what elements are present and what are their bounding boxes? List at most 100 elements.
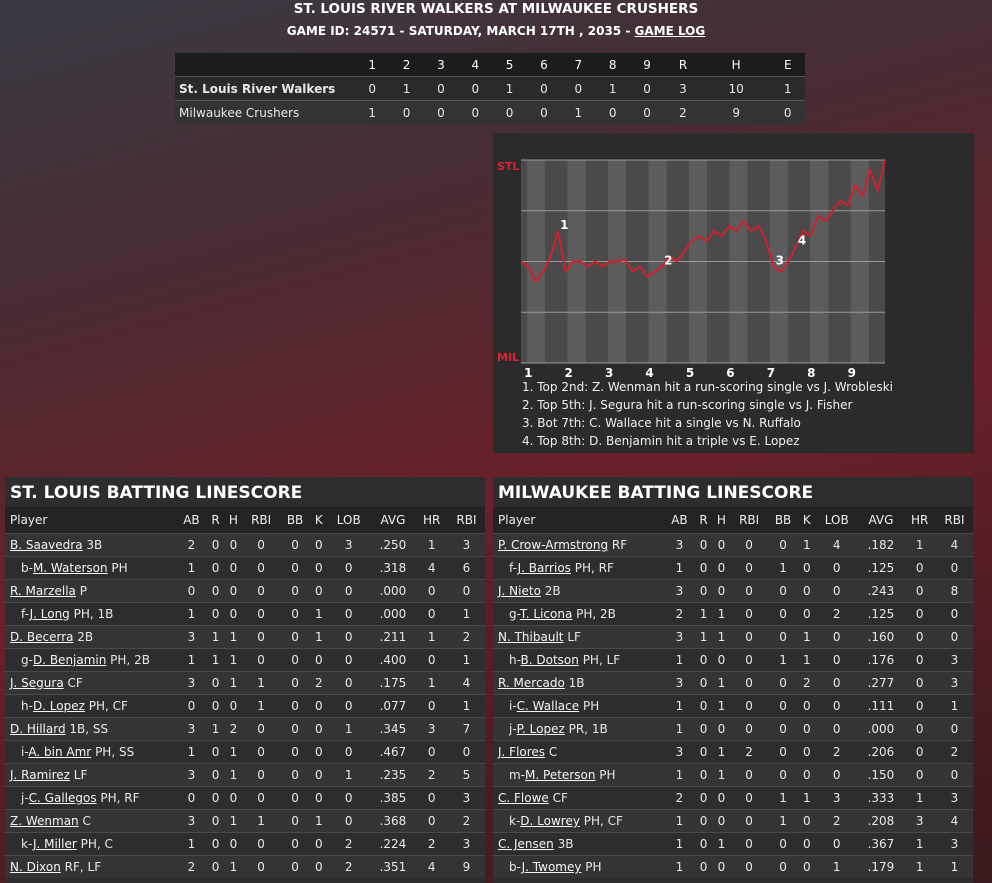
stat-cell: 0 <box>694 855 713 878</box>
player-name-link[interactable]: N. Dixon <box>10 860 61 874</box>
stat-cell: 2 <box>815 809 859 833</box>
stat-cell: 0 <box>694 740 713 764</box>
linescore-col-1: 1 <box>368 57 376 72</box>
stat-cell: 1 <box>767 786 799 810</box>
player-name-link[interactable]: D. Benjamin <box>32 653 107 667</box>
player-cell: f-J. Long PH, 1B <box>5 602 176 626</box>
stat-cell: 1 <box>447 648 485 672</box>
stat-cell: 0 <box>415 809 448 833</box>
player-name-link[interactable]: J. Ramirez <box>10 768 70 782</box>
player-name-link[interactable]: J. Miller <box>32 837 77 851</box>
game-log-link[interactable]: GAME LOG <box>634 24 706 38</box>
player-name-link[interactable]: T. Licona <box>519 607 573 621</box>
linescore-cell: 10 <box>728 81 744 96</box>
stat-cell: 0 <box>242 579 280 603</box>
player-name-link[interactable]: D. Lowrey <box>520 814 580 828</box>
player-name-link[interactable]: J. Long <box>29 607 70 621</box>
player-name-link[interactable]: M. Peterson <box>525 768 596 782</box>
stat-cell: 0 <box>415 648 448 672</box>
batting-header-bb: BB <box>774 513 792 527</box>
player-sub-prefix: f- <box>509 561 518 575</box>
player-sub-prefix: j- <box>21 791 29 805</box>
batting-row: D. Hillard 1B, SS 3 1 2 0 0 0 1.345 3 7 <box>5 717 485 741</box>
stat-cell: 4 <box>815 533 859 557</box>
win-probability-line <box>520 159 886 284</box>
stat-cell: 1 <box>206 717 225 741</box>
player-name-link[interactable]: P. Lopez <box>516 722 565 736</box>
batting-header-hr: HR <box>423 513 441 527</box>
stat-cell: 0 <box>730 717 768 741</box>
player-sub-prefix: j- <box>509 722 517 736</box>
stat-cell: 0 <box>935 717 973 741</box>
stat-cell: 1 <box>224 625 243 649</box>
stat-cell: .368 <box>370 809 416 833</box>
stat-cell: 0 <box>176 694 207 718</box>
player-name-link[interactable]: C. Jensen <box>498 837 554 851</box>
player-name-link[interactable]: P. Crow-Armstrong <box>498 538 609 552</box>
batting-row: J. Flores C 3 0 1 2 0 0 2.206 0 2 <box>493 740 973 764</box>
batting-header-avg: AVG <box>380 513 406 527</box>
stat-cell: 0 <box>310 579 328 603</box>
stat-cell: .150 <box>858 763 904 787</box>
player-name-link[interactable]: C. Gallegos <box>28 791 97 805</box>
player-name-link[interactable]: B. Dotson <box>520 653 579 667</box>
player-name-link[interactable]: D. Lopez <box>32 699 85 713</box>
stat-cell: 1 <box>206 625 225 649</box>
stat-cell: .111 <box>858 694 904 718</box>
player-cell: g-T. Licona PH, 2B <box>493 602 664 626</box>
stat-cell: 0 <box>712 579 731 603</box>
stat-cell: 1 <box>206 648 225 672</box>
stat-cell: 2 <box>664 786 695 810</box>
batting-row: b-J. Twomey PH 1 0 0 0 0 0 1.179 1 1 <box>493 855 973 878</box>
batting-header-row: Player AB R H RBI BB K LOB AVG HR RBI <box>5 507 485 534</box>
player-name-link[interactable]: A. bin Amr <box>28 745 92 759</box>
player-sub-prefix: k- <box>21 837 33 851</box>
player-name-link[interactable]: J. Twomey <box>521 860 582 874</box>
stat-cell: 0 <box>224 579 243 603</box>
stat-cell: .176 <box>858 648 904 672</box>
stat-cell: .224 <box>370 832 416 856</box>
stat-cell: 0 <box>279 717 311 741</box>
player-name-link[interactable]: R. Mercado <box>498 676 565 690</box>
event-marker: 4 <box>798 233 806 247</box>
batting-row: B. Saavedra 3B 2 0 0 0 0 0 3.250 1 3 <box>5 533 485 557</box>
win-probability-chart: STL MIL 1 2 3 4 5 6 7 8 9 1 2 3 4 1. Top 2nd: Z. Wenma… <box>493 133 974 453</box>
player-name-link[interactable]: D. Hillard <box>10 722 66 736</box>
player-name-link[interactable]: D. Becerra <box>10 630 74 644</box>
player-name-link[interactable]: J. Flores <box>498 745 546 759</box>
player-cell: J. Nieto 2B <box>493 579 664 603</box>
player-sub-prefix: b- <box>509 860 522 874</box>
chart-notes: 1. Top 2nd: Z. Wenman hit a run-scoring … <box>522 378 893 450</box>
stat-cell: 1 <box>310 625 328 649</box>
player-name-link[interactable]: R. Marzella <box>10 584 76 598</box>
player-position: CF <box>548 791 568 805</box>
stat-cell: 1 <box>242 671 280 695</box>
stat-cell: 0 <box>712 556 731 580</box>
stl-batting-table: Player AB R H RBI BB K LOB AVG HR RBI B. Saavedra 3… <box>5 507 485 878</box>
player-sub-prefix: h- <box>509 653 521 667</box>
player-name-link[interactable]: N. Thibault <box>498 630 564 644</box>
stat-cell: 0 <box>447 740 485 764</box>
player-name-link[interactable]: J. Nieto <box>498 584 541 598</box>
linescore-cell: 0 <box>643 81 651 96</box>
stat-cell: 0 <box>712 717 731 741</box>
batting-row: j-C. Gallegos PH, RF 0 0 0 0 0 0 0.385 0 3 <box>5 786 485 810</box>
stat-cell: 0 <box>206 763 225 787</box>
player-name-link[interactable]: M. Waterson <box>32 561 108 575</box>
player-name-link[interactable]: Z. Wenman <box>10 814 79 828</box>
player-name-link[interactable]: B. Saavedra <box>10 538 83 552</box>
stat-cell: 0 <box>767 602 799 626</box>
linescore-cell: 1 <box>368 105 376 120</box>
player-position: CF <box>63 676 83 690</box>
player-name-link[interactable]: C. Wallace <box>516 699 580 713</box>
x-tick-label: 5 <box>686 366 694 378</box>
player-name-link[interactable]: J. Barrios <box>517 561 571 575</box>
stat-cell: 0 <box>712 533 731 557</box>
stat-cell: 0 <box>327 694 371 718</box>
player-cell: k-J. Miller PH, C <box>5 832 176 856</box>
player-position: PH, RF <box>96 791 140 805</box>
player-name-link[interactable]: C. Flowe <box>498 791 549 805</box>
player-name-link[interactable]: J. Segura <box>10 676 64 690</box>
stat-cell: 6 <box>447 556 485 580</box>
stat-cell: 0 <box>279 648 311 672</box>
